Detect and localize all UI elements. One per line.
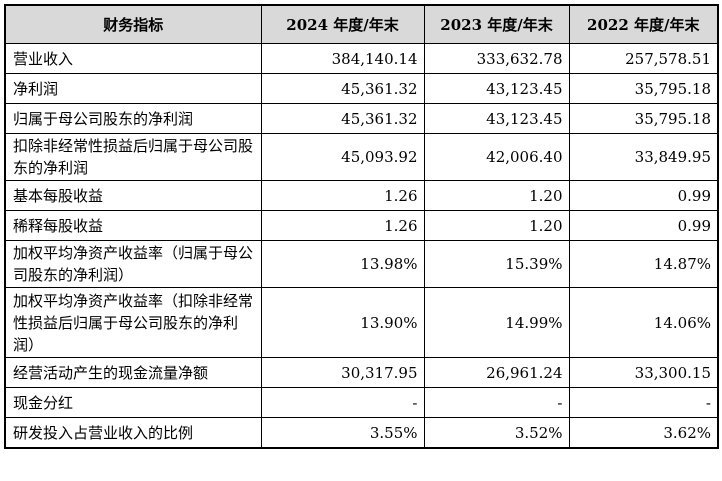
- table-row: 加权平均净资产收益率（扣除非经常性损益后归属于母公司股东的净利润） 13.90%…: [4, 287, 719, 358]
- cell-2024: 1.26: [260, 210, 425, 241]
- table-row: 基本每股收益 1.26 1.20 0.99: [4, 180, 719, 211]
- row-label: 归属于母公司股东的净利润: [4, 103, 262, 134]
- cell-2023: 15.39%: [423, 240, 570, 288]
- cell-2024: -: [260, 387, 425, 418]
- cell-2024: 384,140.14: [260, 43, 425, 74]
- table-row: 归属于母公司股东的净利润 45,361.32 43,123.45 35,795.…: [4, 103, 719, 134]
- cell-2023: -: [423, 387, 570, 418]
- header-2023: 2023 年度/年末: [423, 4, 570, 44]
- row-label: 基本每股收益: [4, 180, 262, 211]
- cell-2023: 43,123.45: [423, 73, 570, 104]
- table-row: 稀释每股收益 1.26 1.20 0.99: [4, 210, 719, 241]
- cell-2024: 30,317.95: [260, 357, 425, 388]
- header-row: 财务指标 2024 年度/年末 2023 年度/年末 2022 年度/年末: [4, 4, 719, 44]
- cell-2023: 14.99%: [423, 287, 570, 358]
- header-2022: 2022 年度/年末: [568, 4, 719, 44]
- row-label: 净利润: [4, 73, 262, 104]
- table-row: 营业收入 384,140.14 333,632.78 257,578.51: [4, 43, 719, 74]
- table-row: 加权平均净资产收益率（归属于母公司股东的净利润） 13.98% 15.39% 1…: [4, 240, 719, 288]
- cell-2022: 0.99: [568, 180, 719, 211]
- cell-2024: 45,361.32: [260, 103, 425, 134]
- row-label: 现金分红: [4, 387, 262, 418]
- cell-2023: 43,123.45: [423, 103, 570, 134]
- table-row: 研发投入占营业收入的比例 3.55% 3.52% 3.62%: [4, 417, 719, 449]
- cell-2023: 42,006.40: [423, 133, 570, 181]
- cell-2023: 1.20: [423, 180, 570, 211]
- cell-2024: 1.26: [260, 180, 425, 211]
- cell-2023: 1.20: [423, 210, 570, 241]
- cell-2022: 35,795.18: [568, 73, 719, 104]
- cell-2024: 45,093.92: [260, 133, 425, 181]
- financial-indicators-table: 财务指标 2024 年度/年末 2023 年度/年末 2022 年度/年末 营业…: [4, 4, 719, 449]
- cell-2024: 13.90%: [260, 287, 425, 358]
- cell-2022: 33,849.95: [568, 133, 719, 181]
- cell-2024: 3.55%: [260, 417, 425, 449]
- row-label: 加权平均净资产收益率（归属于母公司股东的净利润）: [4, 240, 262, 288]
- table-row: 扣除非经常性损益后归属于母公司股东的净利润 45,093.92 42,006.4…: [4, 133, 719, 181]
- cell-2022: 33,300.15: [568, 357, 719, 388]
- row-label: 营业收入: [4, 43, 262, 74]
- cell-2023: 3.52%: [423, 417, 570, 449]
- table-row: 净利润 45,361.32 43,123.45 35,795.18: [4, 73, 719, 104]
- row-label: 加权平均净资产收益率（扣除非经常性损益后归属于母公司股东的净利润）: [4, 287, 262, 358]
- row-label: 经营活动产生的现金流量净额: [4, 357, 262, 388]
- cell-2022: 257,578.51: [568, 43, 719, 74]
- table-row: 经营活动产生的现金流量净额 30,317.95 26,961.24 33,300…: [4, 357, 719, 388]
- cell-2023: 26,961.24: [423, 357, 570, 388]
- cell-2024: 45,361.32: [260, 73, 425, 104]
- cell-2022: 14.06%: [568, 287, 719, 358]
- cell-2024: 13.98%: [260, 240, 425, 288]
- cell-2022: 35,795.18: [568, 103, 719, 134]
- row-label: 扣除非经常性损益后归属于母公司股东的净利润: [4, 133, 262, 181]
- table-row: 现金分红 - - -: [4, 387, 719, 418]
- cell-2023: 333,632.78: [423, 43, 570, 74]
- cell-2022: 0.99: [568, 210, 719, 241]
- cell-2022: 3.62%: [568, 417, 719, 449]
- table-body: 营业收入 384,140.14 333,632.78 257,578.51 净利…: [4, 43, 719, 449]
- row-label: 研发投入占营业收入的比例: [4, 417, 262, 449]
- header-2024: 2024 年度/年末: [260, 4, 425, 44]
- header-indicator: 财务指标: [4, 4, 262, 44]
- table-header: 财务指标 2024 年度/年末 2023 年度/年末 2022 年度/年末: [4, 4, 719, 44]
- cell-2022: -: [568, 387, 719, 418]
- row-label: 稀释每股收益: [4, 210, 262, 241]
- cell-2022: 14.87%: [568, 240, 719, 288]
